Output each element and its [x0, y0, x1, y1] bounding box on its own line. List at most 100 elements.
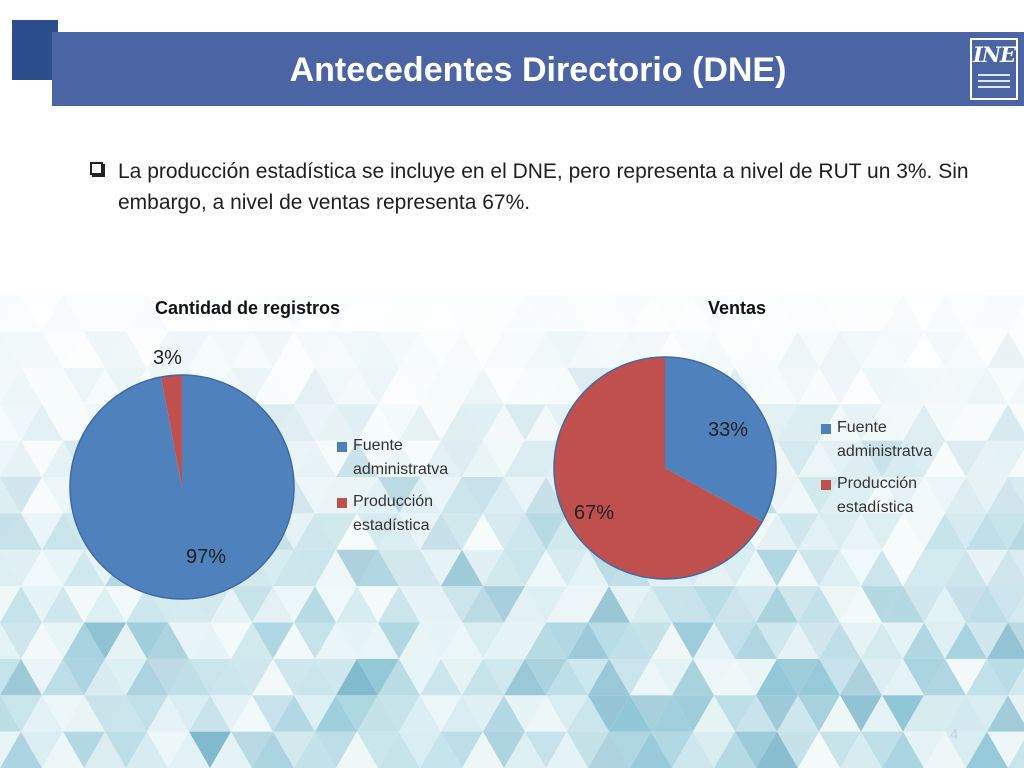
background-triangle	[63, 731, 105, 768]
background-triangle	[147, 622, 189, 659]
background-triangle	[231, 295, 273, 332]
background-triangle	[231, 331, 273, 368]
background-triangle	[819, 658, 861, 696]
background-triangle	[21, 513, 63, 550]
background-triangle	[756, 513, 798, 550]
background-triangle	[882, 586, 924, 623]
background-triangle	[63, 549, 105, 587]
background-triangle	[525, 658, 567, 696]
legend-label-fuente: Fuente administratva	[353, 437, 449, 478]
background-triangle	[567, 586, 609, 623]
background-triangle	[378, 549, 420, 587]
background-triangle	[525, 695, 567, 732]
background-triangle	[924, 440, 966, 478]
background-triangle	[903, 513, 945, 550]
background-triangle	[420, 622, 462, 659]
background-triangle	[1008, 549, 1024, 578]
background-triangle	[420, 404, 462, 441]
background-triangle	[357, 695, 399, 732]
background-triangle	[357, 658, 399, 696]
background-triangle	[105, 622, 147, 659]
background-triangle	[0, 586, 21, 623]
background-triangle	[231, 731, 273, 768]
background-triangle	[1008, 449, 1024, 478]
background-triangle	[420, 440, 462, 478]
background-triangle	[273, 622, 315, 659]
background-triangle	[0, 549, 42, 587]
background-triangle	[735, 367, 777, 405]
background-triangle	[357, 440, 399, 478]
background-triangle	[840, 477, 882, 514]
background-triangle	[483, 586, 525, 623]
chart-title-registros: Cantidad de registros	[155, 298, 341, 318]
background-triangle	[420, 477, 462, 514]
background-triangle	[924, 622, 966, 659]
background-triangle	[966, 367, 1008, 405]
logo-mark: INE	[972, 42, 1016, 67]
background-triangle	[525, 731, 567, 768]
background-triangle	[0, 331, 21, 368]
background-triangle	[588, 586, 630, 623]
background-triangle	[504, 513, 546, 550]
background-triangle	[882, 440, 924, 478]
background-triangle	[504, 440, 546, 478]
background-triangle	[861, 549, 903, 587]
background-triangle	[777, 477, 819, 514]
background-triangle	[0, 731, 21, 768]
background-triangle	[441, 404, 483, 441]
background-triangle	[105, 367, 147, 405]
background-triangle	[840, 440, 882, 478]
background-triangle	[126, 658, 168, 696]
background-triangle	[840, 695, 882, 732]
pie-data-label-fuente: 97%	[186, 546, 226, 568]
title-accent	[12, 20, 58, 80]
background-triangle	[0, 331, 42, 368]
background-triangle	[336, 367, 378, 405]
background-triangle	[63, 658, 105, 696]
background-triangle	[588, 295, 630, 332]
background-triangle	[987, 695, 1024, 732]
background-triangle	[378, 622, 420, 659]
pie-slice-produccion	[553, 357, 763, 579]
background-triangle	[672, 731, 714, 768]
background-triangle	[231, 622, 273, 659]
background-triangle	[1008, 376, 1024, 405]
background-triangle	[294, 695, 336, 732]
background-triangle	[231, 695, 273, 732]
legend-swatch-fuente	[337, 442, 347, 452]
background-triangle	[630, 731, 672, 768]
background-triangle	[588, 658, 630, 696]
background-triangle	[546, 513, 588, 550]
background-triangle	[42, 295, 84, 332]
background-triangle	[798, 440, 840, 478]
background-triangle	[462, 367, 504, 405]
background-triangle	[294, 295, 336, 332]
background-triangle	[399, 731, 441, 768]
background-triangle	[357, 477, 399, 514]
background-triangle	[441, 367, 483, 405]
background-triangle	[399, 586, 441, 623]
background-triangle	[273, 404, 315, 441]
background-triangle	[651, 695, 693, 732]
background-triangle	[294, 477, 336, 514]
background-triangle	[840, 367, 882, 405]
background-triangle	[903, 658, 945, 696]
background-triangle	[231, 658, 273, 696]
background-triangle	[399, 367, 441, 405]
background-triangle	[798, 295, 840, 332]
legend-registros: Fuente administratva Producción estadíst…	[337, 434, 493, 546]
background-triangle	[21, 695, 63, 732]
background-triangle	[105, 295, 147, 332]
background-triangle	[924, 513, 966, 550]
background-triangle	[483, 513, 525, 550]
slide-number: 4	[950, 726, 959, 743]
background-triangle	[483, 622, 525, 659]
background-triangle	[567, 295, 609, 332]
background-triangle	[1008, 303, 1024, 332]
background-triangle	[420, 731, 462, 768]
pie-slice-fuente	[70, 375, 295, 600]
background-triangle	[567, 731, 609, 768]
background-triangle	[504, 586, 546, 623]
background-triangle	[357, 513, 399, 550]
